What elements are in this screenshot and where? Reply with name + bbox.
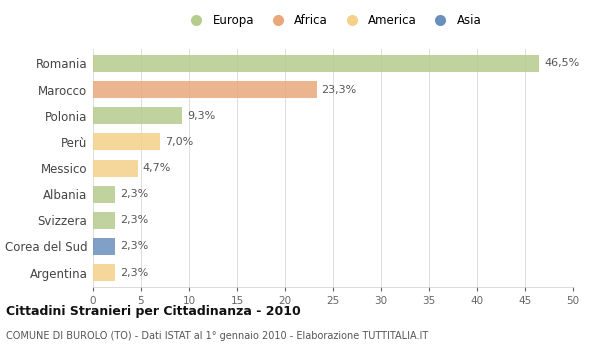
Bar: [93, 212, 115, 229]
Text: 9,3%: 9,3%: [187, 111, 215, 121]
Bar: [93, 55, 539, 72]
Bar: [93, 133, 160, 150]
Text: 23,3%: 23,3%: [322, 85, 357, 95]
Bar: [93, 81, 317, 98]
Text: 2,3%: 2,3%: [120, 241, 148, 251]
Bar: [93, 160, 138, 176]
Bar: [93, 186, 115, 203]
Bar: [93, 107, 182, 124]
Text: COMUNE DI BUROLO (TO) - Dati ISTAT al 1° gennaio 2010 - Elaborazione TUTTITALIA.: COMUNE DI BUROLO (TO) - Dati ISTAT al 1°…: [6, 331, 428, 341]
Text: 4,7%: 4,7%: [143, 163, 171, 173]
Text: 2,3%: 2,3%: [120, 215, 148, 225]
Text: Cittadini Stranieri per Cittadinanza - 2010: Cittadini Stranieri per Cittadinanza - 2…: [6, 304, 301, 317]
Text: 46,5%: 46,5%: [544, 58, 580, 68]
Text: 2,3%: 2,3%: [120, 189, 148, 199]
Legend: Europa, Africa, America, Asia: Europa, Africa, America, Asia: [184, 14, 482, 27]
Bar: [93, 264, 115, 281]
Text: 2,3%: 2,3%: [120, 268, 148, 278]
Bar: [93, 238, 115, 255]
Text: 7,0%: 7,0%: [165, 137, 193, 147]
